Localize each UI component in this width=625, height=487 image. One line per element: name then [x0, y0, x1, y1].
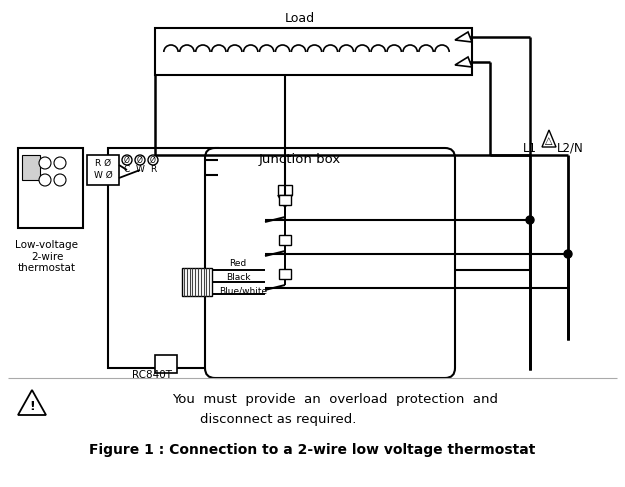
Circle shape	[148, 155, 158, 165]
Text: Load: Load	[285, 12, 315, 24]
Text: disconnect as required.: disconnect as required.	[200, 413, 356, 426]
Text: Ø: Ø	[124, 155, 130, 165]
Text: Figure 1 : Connection to a 2-wire low voltage thermostat: Figure 1 : Connection to a 2-wire low vo…	[89, 443, 535, 457]
Text: Black: Black	[226, 274, 250, 282]
Text: L1: L1	[523, 142, 537, 154]
FancyBboxPatch shape	[205, 148, 455, 378]
Text: R Ø: R Ø	[95, 158, 111, 168]
Text: L2/N: L2/N	[557, 142, 583, 154]
Circle shape	[526, 216, 534, 224]
Circle shape	[564, 250, 572, 258]
Text: Blue/white: Blue/white	[219, 286, 267, 296]
Polygon shape	[18, 390, 46, 415]
Bar	[108, 148, 218, 368]
Bar	[279, 235, 291, 245]
Text: W: W	[136, 166, 144, 174]
Text: C: C	[124, 166, 130, 174]
Text: Ø: Ø	[150, 155, 156, 165]
Bar	[279, 269, 291, 279]
Bar	[18, 148, 83, 228]
Bar	[22, 155, 40, 180]
Text: W Ø: W Ø	[94, 170, 112, 180]
Circle shape	[39, 174, 51, 186]
Bar	[155, 355, 177, 373]
Polygon shape	[455, 32, 472, 42]
Bar	[182, 268, 212, 296]
Circle shape	[54, 174, 66, 186]
Text: Low-voltage
2-wire
thermostat: Low-voltage 2-wire thermostat	[16, 240, 79, 273]
Circle shape	[39, 157, 51, 169]
Bar	[87, 155, 119, 185]
Text: RC840T: RC840T	[132, 370, 172, 380]
Polygon shape	[542, 130, 556, 147]
Circle shape	[54, 157, 66, 169]
Text: Ø: Ø	[137, 155, 143, 165]
Polygon shape	[455, 57, 472, 67]
Text: R: R	[150, 166, 156, 174]
Bar	[278, 185, 292, 195]
Text: Junction box: Junction box	[259, 153, 341, 167]
Bar	[279, 195, 291, 205]
Circle shape	[122, 155, 132, 165]
Text: !: !	[29, 399, 35, 412]
Circle shape	[135, 155, 145, 165]
Bar	[155, 28, 472, 75]
Text: Red: Red	[229, 260, 247, 268]
Text: △: △	[545, 136, 552, 146]
Text: You  must  provide  an  overload  protection  and: You must provide an overload protection …	[172, 393, 498, 406]
